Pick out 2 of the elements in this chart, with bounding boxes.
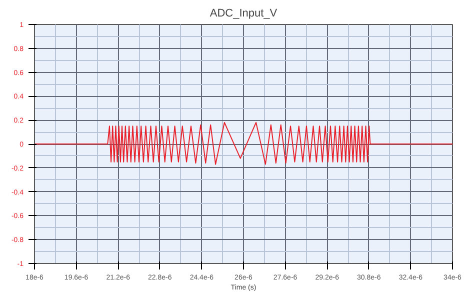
- line-series: [34, 122, 452, 165]
- chart-title: ADC_Input_V: [210, 8, 278, 20]
